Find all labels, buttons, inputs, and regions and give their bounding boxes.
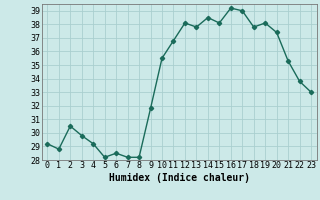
X-axis label: Humidex (Indice chaleur): Humidex (Indice chaleur) xyxy=(109,173,250,183)
